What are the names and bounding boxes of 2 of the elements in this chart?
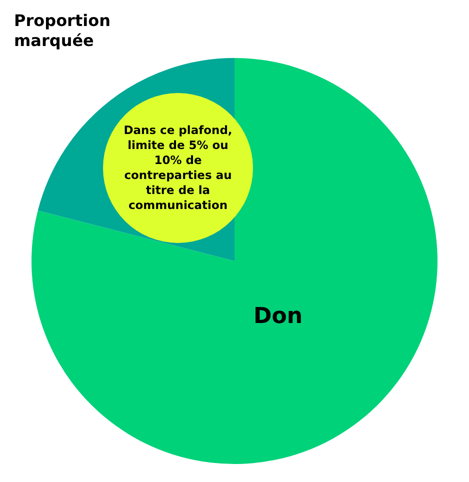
slice-label: Don bbox=[254, 304, 303, 329]
slice-label: Proportion marquée bbox=[14, 11, 110, 50]
